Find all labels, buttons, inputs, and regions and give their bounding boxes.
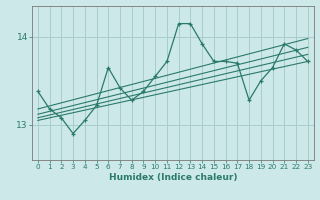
X-axis label: Humidex (Indice chaleur): Humidex (Indice chaleur) <box>108 173 237 182</box>
